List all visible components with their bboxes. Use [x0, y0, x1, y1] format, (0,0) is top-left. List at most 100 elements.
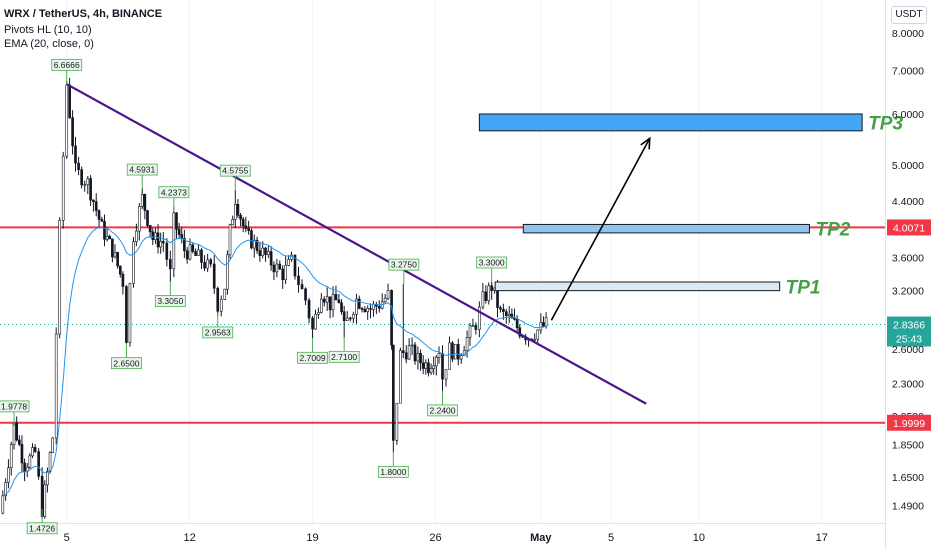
pivot-label: 3.2750 [391, 260, 417, 270]
candle-body [226, 254, 229, 290]
candle-body [33, 447, 37, 452]
pivot-label: 2.7100 [331, 352, 357, 362]
candle-body [143, 194, 147, 211]
candle-body [499, 307, 502, 310]
candle-body [357, 298, 361, 309]
candle-body [269, 251, 273, 266]
target-box-tp3[interactable] [478, 113, 863, 132]
candle-body [386, 290, 390, 299]
pivot-label-box [158, 186, 190, 199]
candle-body [293, 254, 297, 277]
candle-body [300, 284, 304, 290]
time-tick-label: 26 [429, 532, 441, 544]
candle-body [340, 302, 343, 312]
candle-body [46, 471, 49, 486]
candle-body [407, 345, 411, 360]
pivot-label: 3.3050 [157, 296, 183, 306]
candle-body [490, 285, 493, 291]
pivot-label-box [202, 326, 234, 339]
price-axis[interactable]: 8.0000 7.0000 6.0000 5.0000 4.4000 4.0071 3.60… [887, 28, 931, 512]
time-axis[interactable]: 5 12 19 26 May 5 10 17 [64, 532, 828, 544]
candle-body [413, 344, 417, 362]
candle-body [48, 452, 52, 472]
pivot-label-box [111, 357, 142, 370]
pivot-label: 3.3000 [479, 258, 505, 268]
candle-body [432, 365, 436, 369]
pivots-indicator-legend[interactable]: Pivots HL (10, 10) [4, 24, 92, 36]
candle-body [342, 311, 346, 322]
candle-body [200, 249, 203, 263]
pivot-label-box [26, 522, 58, 535]
candle-body [132, 241, 135, 284]
candle-body [216, 287, 220, 312]
price-tick-label: 2.6000 [892, 344, 924, 356]
candle-body [337, 299, 341, 304]
candle-body [502, 308, 505, 312]
candle-body [515, 319, 519, 329]
candle-body [74, 145, 77, 164]
candle-body [451, 342, 454, 360]
candle-body [137, 206, 141, 232]
candle-body [146, 210, 149, 226]
candle-body [1, 495, 5, 514]
target-box-tp2[interactable] [522, 223, 810, 234]
candle-body [304, 288, 307, 301]
candle-body [156, 232, 160, 248]
candle-body [223, 288, 227, 300]
time-tick-label: 19 [306, 532, 318, 544]
candle-body [94, 201, 98, 211]
candle-body [108, 235, 112, 240]
currency-button[interactable]: USDT [891, 6, 927, 24]
candle-body [275, 263, 279, 273]
candle-body [209, 259, 213, 265]
candle-body [448, 342, 451, 370]
projection-arrow[interactable] [550, 138, 651, 321]
ema-indicator-legend[interactable]: EMA (20, close, 0) [4, 38, 94, 50]
candle-body [183, 238, 186, 252]
last-price-tag [887, 316, 931, 347]
target-box-tp1[interactable] [494, 281, 781, 292]
candle-body [4, 482, 7, 497]
pivot-label: 4.2373 [161, 187, 187, 197]
candle-body [28, 455, 32, 468]
time-tick-label: 5 [608, 532, 614, 544]
bar-countdown-label: 25:43 [896, 334, 922, 346]
candle-body [97, 210, 101, 220]
candle-body [331, 294, 335, 311]
candle-body [151, 231, 155, 240]
pivot-label: 1.8000 [380, 467, 406, 477]
candle-body [435, 357, 438, 367]
candle-body [118, 265, 122, 275]
candle-body [465, 337, 469, 352]
candle-body [487, 285, 491, 301]
candle-body [510, 313, 514, 319]
candle-body [86, 178, 90, 185]
level-price-tag-label: 1.9999 [893, 418, 925, 430]
candle-body [264, 247, 267, 255]
candle-body [197, 249, 200, 256]
candle-body [233, 204, 237, 220]
candle-body [159, 241, 162, 248]
candle-body [272, 264, 276, 273]
candle-body [113, 252, 117, 258]
pivot-label-box [328, 350, 360, 363]
price-tick-label: 7.0000 [892, 66, 924, 78]
candle-body [241, 218, 245, 227]
pivot-label-box [388, 258, 420, 271]
candle-body [334, 294, 338, 301]
candle-body [533, 338, 537, 341]
candle-body [507, 313, 511, 316]
candle-body [15, 422, 19, 441]
trendline[interactable] [66, 83, 647, 405]
candle-body [31, 447, 34, 457]
candle-body [80, 169, 83, 186]
candle-body [456, 344, 460, 360]
candle-body [314, 314, 317, 330]
candle-body [58, 220, 62, 335]
pivot-label-box [427, 404, 458, 417]
price-tick-label: 2.3000 [892, 378, 924, 390]
time-tick-label: 5 [64, 532, 70, 544]
candle-body [320, 298, 323, 313]
pivot-label: 2.6500 [113, 358, 139, 368]
